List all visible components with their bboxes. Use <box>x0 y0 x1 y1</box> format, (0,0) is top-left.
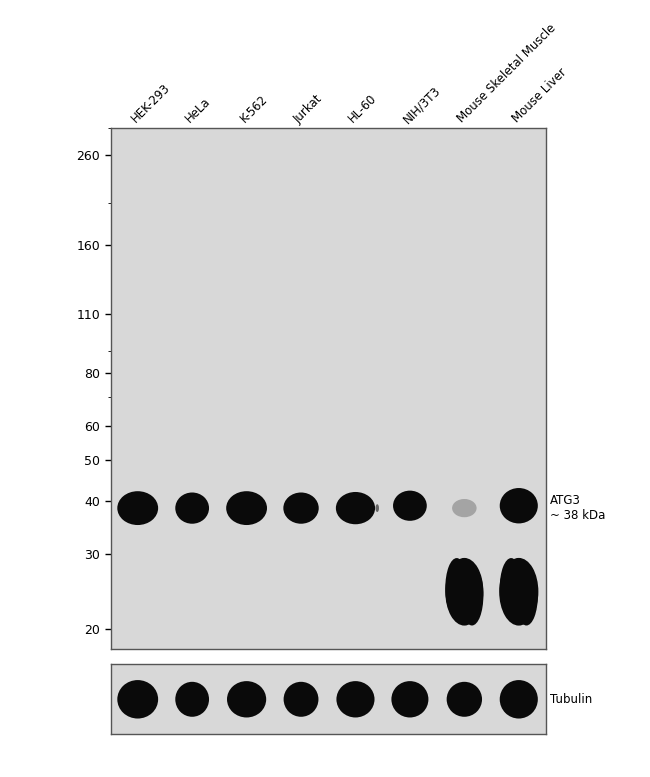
Text: HL-60: HL-60 <box>346 92 380 126</box>
Ellipse shape <box>337 681 374 717</box>
Text: Mouse Skeletal Muscle: Mouse Skeletal Muscle <box>455 22 559 126</box>
Ellipse shape <box>283 682 318 716</box>
Ellipse shape <box>117 680 158 719</box>
Ellipse shape <box>336 492 375 524</box>
Text: Tubulin: Tubulin <box>551 693 593 706</box>
Ellipse shape <box>283 493 318 524</box>
Ellipse shape <box>499 558 538 625</box>
Ellipse shape <box>461 566 484 625</box>
Text: Jurkat: Jurkat <box>292 92 326 126</box>
Text: Mouse Liver: Mouse Liver <box>510 66 569 126</box>
Ellipse shape <box>445 558 468 618</box>
Ellipse shape <box>393 490 427 521</box>
Ellipse shape <box>117 491 158 525</box>
Ellipse shape <box>500 488 538 524</box>
Ellipse shape <box>447 682 482 716</box>
Ellipse shape <box>176 682 209 716</box>
Ellipse shape <box>227 681 266 717</box>
Ellipse shape <box>391 681 428 717</box>
Ellipse shape <box>226 491 267 525</box>
Text: HeLa: HeLa <box>183 96 213 126</box>
Text: HEK-293: HEK-293 <box>129 82 172 126</box>
Ellipse shape <box>376 504 379 512</box>
Text: NIH/3T3: NIH/3T3 <box>400 83 443 126</box>
Text: ATG3
~ 38 kDa: ATG3 ~ 38 kDa <box>551 494 606 522</box>
Ellipse shape <box>445 558 484 625</box>
Text: K-562: K-562 <box>237 93 270 126</box>
Ellipse shape <box>500 680 538 719</box>
Ellipse shape <box>176 493 209 524</box>
Ellipse shape <box>515 566 538 625</box>
Ellipse shape <box>452 499 476 517</box>
Ellipse shape <box>500 558 523 618</box>
